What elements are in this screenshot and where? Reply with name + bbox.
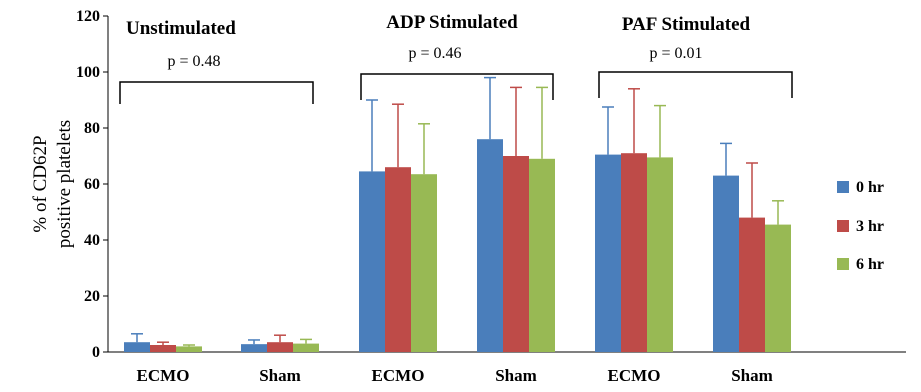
significance-bracket <box>119 81 314 104</box>
bar <box>150 345 176 352</box>
legend-label: 3 hr <box>856 218 884 235</box>
bar <box>713 175 739 352</box>
bar <box>647 157 673 352</box>
labels: 0 20 40 60 80 100 120 % of CD62P positive platel… <box>30 8 773 385</box>
bar <box>124 342 150 352</box>
group-title: PAF Stimulated <box>622 14 751 35</box>
x-tick-label: Sham <box>731 366 773 385</box>
group-title: Unstimulated <box>126 18 236 39</box>
significance-bracket <box>360 73 554 100</box>
p-value-label: p = 0.48 <box>167 53 220 70</box>
legend-swatch <box>837 258 849 270</box>
y-tick-label: 40 <box>84 232 100 249</box>
significance-bracket <box>598 71 793 98</box>
y-tick-label: 100 <box>76 64 100 81</box>
y-tick-label: 80 <box>84 120 100 137</box>
p-value-label: p = 0.01 <box>649 45 702 62</box>
x-tick-label: ECMO <box>608 366 661 385</box>
x-tick-label: Sham <box>495 366 537 385</box>
bar <box>503 156 529 352</box>
legend-swatch <box>837 181 849 193</box>
bars <box>124 139 791 352</box>
bar <box>765 224 791 352</box>
y-tick-label: 120 <box>76 8 100 25</box>
p-value-label: p = 0.46 <box>408 45 461 62</box>
legend-swatch <box>837 220 849 232</box>
significance-brackets <box>119 71 793 104</box>
x-tick-label: Sham <box>259 366 301 385</box>
bar <box>267 342 293 352</box>
y-axis-label: % of CD62P positive platelets <box>30 120 75 248</box>
bar <box>595 154 621 352</box>
bar <box>359 171 385 352</box>
bar <box>529 158 555 352</box>
legend-label: 6 hr <box>856 256 884 273</box>
y-tick-label: 60 <box>84 176 100 193</box>
group-title: ADP Stimulated <box>386 12 518 33</box>
bar <box>411 174 437 352</box>
y-tick-label: 20 <box>84 288 100 305</box>
bar <box>477 139 503 352</box>
x-tick-label: ECMO <box>137 366 190 385</box>
legend-label: 0 hr <box>856 179 884 196</box>
bar <box>241 344 267 352</box>
legend: 0 hr 3 hr 6 hr <box>837 179 884 273</box>
bar <box>385 167 411 352</box>
x-tick-label: ECMO <box>372 366 425 385</box>
bar <box>176 346 202 352</box>
bar <box>293 343 319 352</box>
bar <box>621 153 647 352</box>
bar <box>739 217 765 352</box>
y-tick-label: 0 <box>92 344 100 361</box>
error-bars <box>131 76 784 347</box>
